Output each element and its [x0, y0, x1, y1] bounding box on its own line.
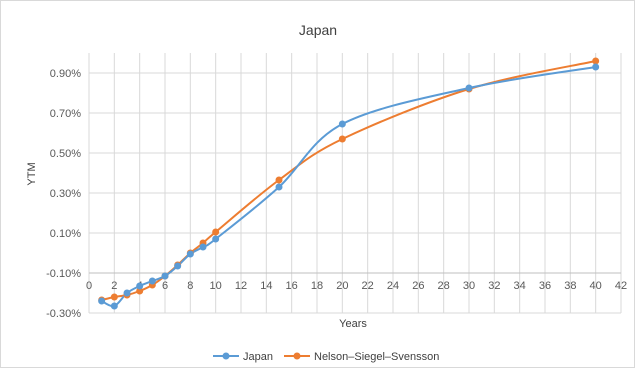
x-tick-label: 32 [488, 280, 500, 292]
data-point-1 [110, 293, 118, 301]
x-tick-label: 30 [463, 280, 475, 292]
data-point-1 [275, 176, 283, 184]
series-lines [101, 60, 596, 308]
x-axis-ticks: 024681012141618202224262830323436384042 [86, 280, 627, 292]
x-tick-label: 26 [412, 280, 424, 292]
x-tick-label: 34 [514, 280, 526, 292]
data-point-0 [338, 120, 346, 128]
x-tick-label: 12 [235, 280, 247, 292]
data-point-0 [123, 289, 131, 297]
y-tick-label: -0.10% [46, 268, 81, 280]
legend: Japan Nelson–Siegel–Svensson [213, 351, 439, 363]
x-tick-label: 24 [387, 280, 399, 292]
x-tick-label: 2 [111, 280, 117, 292]
x-tick-label: 28 [438, 280, 450, 292]
y-tick-label: 0.10% [50, 228, 81, 240]
data-point-0 [465, 84, 473, 92]
x-tick-label: 20 [336, 280, 348, 292]
data-point-0 [98, 297, 106, 305]
data-point-0 [199, 243, 207, 251]
y-tick-label: 0.30% [50, 188, 81, 200]
data-point-0 [148, 277, 156, 285]
x-tick-label: 40 [590, 280, 602, 292]
legend-label-japan: Japan [243, 351, 273, 363]
series-line-0 [101, 66, 596, 308]
x-tick-label: 14 [260, 280, 272, 292]
x-tick-label: 18 [311, 280, 323, 292]
x-tick-label: 38 [564, 280, 576, 292]
data-point-1 [136, 287, 144, 295]
y-tick-label: 0.70% [50, 108, 81, 120]
x-tick-label: 6 [162, 280, 168, 292]
data-point-0 [161, 272, 169, 280]
y-tick-label: 0.90% [50, 68, 81, 80]
y-axis-label: YTM [26, 162, 38, 185]
legend-marker-japan [222, 352, 230, 360]
y-axis-ticks: -0.30% -0.10% 0.10% 0.30% 0.50% 0.70% 0.90% [46, 68, 81, 320]
y-tick-label: -0.30% [46, 308, 81, 320]
series-points [98, 57, 600, 310]
data-point-0 [592, 63, 600, 71]
data-point-0 [110, 302, 118, 310]
y-tick-label: 0.50% [50, 148, 81, 160]
data-point-1 [212, 228, 220, 236]
data-point-0 [275, 183, 283, 191]
x-tick-label: 10 [210, 280, 222, 292]
legend-label-nss: Nelson–Siegel–Svensson [314, 351, 439, 363]
data-point-0 [136, 282, 144, 290]
x-axis-label: Years [339, 318, 367, 330]
x-tick-label: 22 [362, 280, 374, 292]
data-point-1 [338, 135, 346, 143]
data-point-0 [186, 250, 194, 258]
x-tick-label: 42 [615, 280, 627, 292]
x-tick-label: 0 [86, 280, 92, 292]
data-point-1 [592, 57, 600, 65]
x-tick-label: 16 [286, 280, 298, 292]
data-point-0 [212, 235, 220, 243]
x-tick-label: 8 [187, 280, 193, 292]
x-tick-label: 36 [539, 280, 551, 292]
data-point-0 [174, 262, 182, 270]
legend-marker-nss [293, 352, 301, 360]
chart-title: Japan [299, 22, 337, 38]
